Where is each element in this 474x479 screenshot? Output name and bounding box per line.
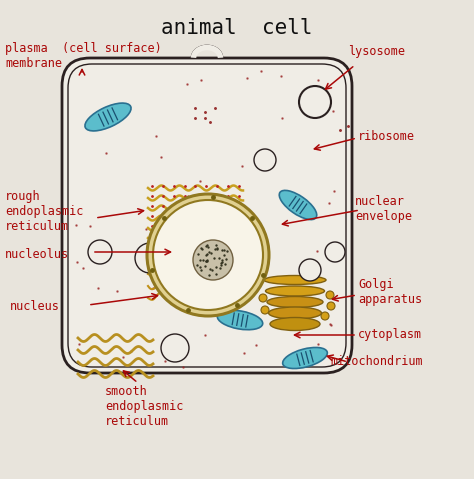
Circle shape (299, 259, 321, 281)
Circle shape (88, 240, 112, 264)
Text: lysosome: lysosome (348, 45, 405, 58)
Text: rough
endoplasmic
reticulum: rough endoplasmic reticulum (5, 190, 83, 233)
Ellipse shape (217, 310, 263, 330)
Ellipse shape (270, 318, 320, 331)
Text: nuclear
envelope: nuclear envelope (355, 195, 412, 223)
Circle shape (161, 334, 189, 362)
Text: ribosome: ribosome (358, 130, 415, 143)
Text: mitochondrium: mitochondrium (330, 355, 423, 368)
Text: animal  cell: animal cell (161, 18, 313, 38)
Circle shape (261, 306, 269, 314)
Ellipse shape (264, 275, 326, 285)
Circle shape (325, 242, 345, 262)
Ellipse shape (267, 297, 323, 308)
Text: nucleolus: nucleolus (5, 248, 69, 261)
Text: plasma  (cell surface)
membrane: plasma (cell surface) membrane (5, 42, 162, 70)
Text: Golgi
apparatus: Golgi apparatus (358, 278, 422, 306)
Ellipse shape (85, 103, 131, 131)
FancyBboxPatch shape (62, 58, 352, 373)
Ellipse shape (265, 286, 325, 296)
Ellipse shape (279, 190, 317, 219)
Circle shape (193, 240, 233, 280)
Circle shape (299, 86, 331, 118)
Text: cytoplasm: cytoplasm (358, 328, 422, 341)
Circle shape (326, 291, 334, 299)
Ellipse shape (283, 347, 328, 368)
Circle shape (135, 243, 165, 273)
Circle shape (147, 194, 269, 316)
Circle shape (327, 302, 335, 310)
Text: smooth
endoplasmic
reticulum: smooth endoplasmic reticulum (105, 385, 183, 428)
Text: nucleus: nucleus (10, 300, 60, 313)
Circle shape (153, 200, 263, 310)
Ellipse shape (268, 307, 321, 319)
Circle shape (259, 294, 267, 302)
Circle shape (254, 149, 276, 171)
Circle shape (321, 312, 329, 320)
